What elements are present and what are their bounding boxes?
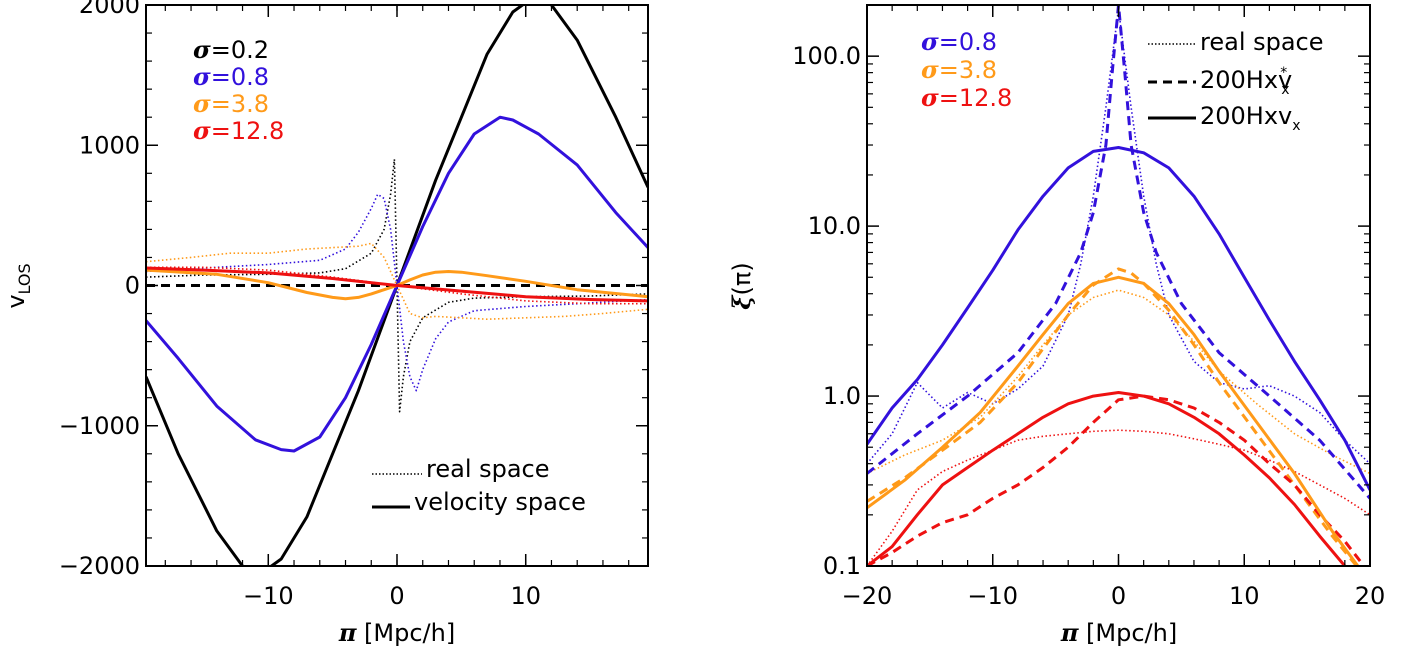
left-xtick-label: 10 xyxy=(510,582,541,610)
right-ytick-label: 10.0 xyxy=(808,212,861,240)
right-ytick-label: 1.0 xyxy=(823,382,861,410)
left-ticks-group: −10 0 10 −2000 −1000 0 1000 2000 xyxy=(59,0,648,610)
left-series-group xyxy=(146,5,648,566)
left-xlabel: π [Mpc/h] xyxy=(338,618,455,647)
right-legend-label-real: real space xyxy=(1200,28,1324,56)
right-series-velocity-sigma-3-8-solid xyxy=(867,275,1360,566)
right-legend-label-hxv-star: 200Hxv* x xyxy=(1200,65,1292,98)
right-xtick-label: 20 xyxy=(1355,582,1386,610)
right-xtick-label: 0 xyxy=(1111,582,1126,610)
left-legend-label-real: real space xyxy=(426,455,550,483)
left-xtick-label: −10 xyxy=(243,582,294,610)
right-series-real-sigma-3-8-dotted xyxy=(867,289,1370,475)
left-style-legend: real space velocity space xyxy=(372,455,586,516)
right-series-real-sigma-0-8-dotted xyxy=(867,8,1370,465)
left-xtick-label: 0 xyxy=(389,582,404,610)
right-xtick-label: 10 xyxy=(1229,582,1260,610)
left-series-real-sigma-0-8-dotted xyxy=(146,193,648,392)
right-sigma-legend: σ=0.8 σ=3.8 σ=12.8 xyxy=(921,27,1012,112)
left-legend-sigma-1: σ=0.8 xyxy=(193,62,269,91)
right-series-velocity-sigma-12-8-solid xyxy=(867,391,1347,566)
right-series-200hxv--sigma-0-8-dashed xyxy=(867,5,1370,500)
left-ytick-label: 2000 xyxy=(79,0,140,19)
right-legend-sigma-0: σ=0.8 xyxy=(921,27,997,56)
left-ytick-label: 0 xyxy=(125,272,140,300)
right-xlabel: π [Mpc/h] xyxy=(1060,618,1177,647)
left-ylabel: vLOS xyxy=(2,263,34,308)
left-series-real-sigma-12-8-dotted xyxy=(146,266,648,305)
left-ytick-label: −2000 xyxy=(59,552,140,580)
right-series-group xyxy=(867,5,1370,566)
left-legend-sigma-2: σ=3.8 xyxy=(193,89,269,118)
right-legend-label-hxv: 200Hxvx xyxy=(1200,102,1301,134)
right-series-velocity-sigma-0-8-solid xyxy=(867,146,1370,491)
left-panel: −10 0 10 −2000 −1000 0 1000 2000 vLOS π [Mpc/h]… xyxy=(2,0,649,647)
right-series-200hxv--sigma-3-8-dashed xyxy=(867,267,1359,566)
right-ticks-group: −20 −10 0 10 20 0.1 1.0 10.0 100.0 xyxy=(792,4,1386,610)
left-series-velocity-sigma-12-8-solid xyxy=(146,266,648,303)
right-legend-sigma-1: σ=3.8 xyxy=(921,55,997,84)
right-style-legend: real space 200Hxv* x 200Hxvx xyxy=(1148,28,1324,134)
right-panel: −20 −10 0 10 20 0.1 1.0 10.0 100.0 ξ(π) π [Mpc/h… xyxy=(727,4,1386,647)
right-ylabel: ξ(π) xyxy=(727,262,756,309)
left-legend-sigma-3: σ=12.8 xyxy=(193,116,284,145)
right-series-200hxv--sigma-12-8-dashed xyxy=(867,394,1366,566)
left-legend-label-velocity: velocity space xyxy=(414,488,586,516)
left-sigma-legend: σ=0.2 σ=0.8 σ=3.8 σ=12.8 xyxy=(193,35,284,145)
left-legend-sigma-0: σ=0.2 xyxy=(193,35,269,64)
right-xtick-label: −20 xyxy=(842,582,893,610)
right-ytick-label: 0.1 xyxy=(823,552,861,580)
right-legend-sigma-2: σ=12.8 xyxy=(921,83,1012,112)
left-ytick-label: 1000 xyxy=(79,131,140,159)
right-ytick-label: 100.0 xyxy=(792,42,861,70)
right-xtick-label: −10 xyxy=(967,582,1018,610)
right-series-real-sigma-12-8-dotted xyxy=(867,429,1370,566)
left-ytick-label: −1000 xyxy=(59,412,140,440)
